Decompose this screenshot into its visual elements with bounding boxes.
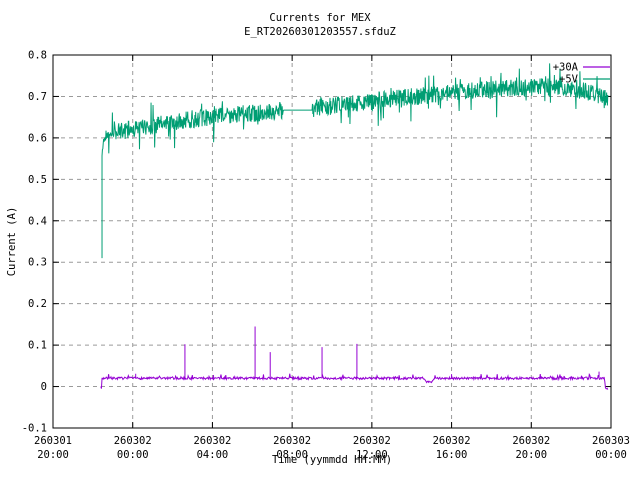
y-axis-label: Current (A) [6,207,18,277]
x-tick-label-time: 04:00 [197,449,229,461]
x-tick-label-time: 00:00 [595,449,627,461]
y-tick-label: 0.8 [28,50,47,62]
y-tick-label: 0.1 [28,340,47,352]
x-tick-label-date: 260302 [273,435,311,447]
x-tick-label-date: 260303 [592,435,630,447]
y-tick-label: 0.3 [28,257,47,269]
y-tick-label: 0.2 [28,298,47,310]
x-tick-label-time: 00:00 [117,449,149,461]
plot-border [52,54,612,429]
y-tick-label: 0.6 [28,132,47,144]
x-tick-label-date: 260301 [34,435,72,447]
x-tick-label-time: 20:00 [37,449,69,461]
series-line-30a [100,326,609,390]
legend-label-30a: +30A [553,62,579,74]
x-tick-label-date: 260302 [114,435,152,447]
x-tick-label-time: 20:00 [515,449,547,461]
x-tick-label-date: 260302 [512,435,550,447]
y-tick-label: 0.4 [28,215,47,227]
chart-title: Currents for MEX [269,12,371,24]
legend-label-5v: +5V [559,74,579,86]
chart-subtitle: E_RT20260301203557.sfduZ [244,26,396,38]
x-tick-label-date: 260302 [433,435,471,447]
y-tick-label: 0.5 [28,174,47,186]
x-tick-label-time: 12:00 [356,449,388,461]
y-tick-label: 0 [41,381,47,393]
x-tick-label-time: 08:00 [276,449,308,461]
y-tick-label: -0.1 [22,423,47,435]
x-tick-label-time: 16:00 [436,449,468,461]
x-tick-label-date: 260302 [193,435,231,447]
y-tick-label: 0.7 [28,91,47,103]
x-axis-label: Time (yymmdd HH:MM) [272,454,392,466]
series-line-5v [101,63,609,259]
x-tick-label-date: 260302 [353,435,391,447]
